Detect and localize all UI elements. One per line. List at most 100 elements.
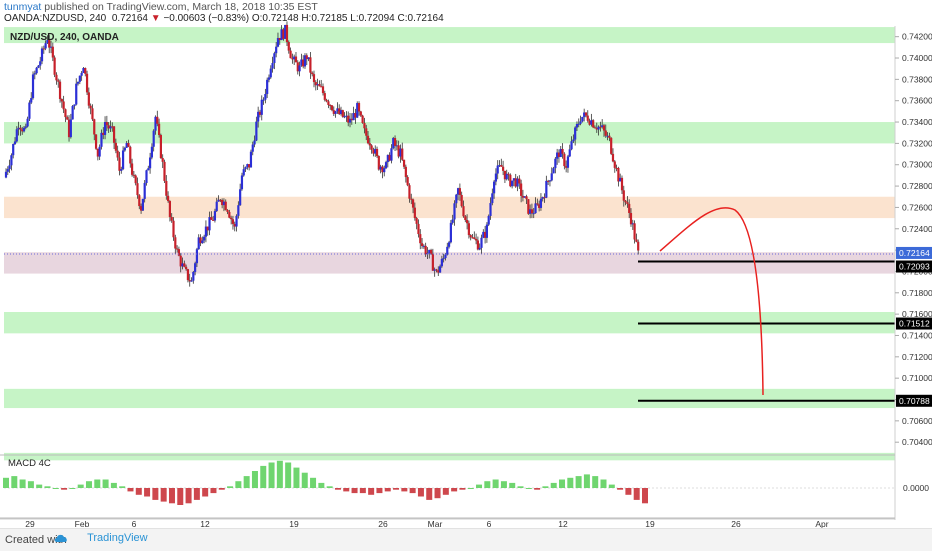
candle-body <box>82 68 85 73</box>
candle-body <box>203 236 206 241</box>
candle <box>305 53 308 65</box>
candle <box>58 79 62 103</box>
candle-body <box>107 125 110 129</box>
candle <box>111 122 114 132</box>
candle-body <box>563 153 566 167</box>
candle-body <box>525 196 528 200</box>
footer: Created with TradingView <box>0 528 932 551</box>
cloud-icon <box>54 534 67 543</box>
candle-body <box>120 169 123 171</box>
candle-body <box>622 190 625 201</box>
candle <box>635 233 638 243</box>
candle-body <box>174 237 177 249</box>
candle <box>366 131 370 145</box>
candle <box>114 138 117 154</box>
candle-body <box>78 75 81 82</box>
candle <box>356 101 359 118</box>
candle <box>46 35 49 45</box>
candle <box>213 208 217 223</box>
candle <box>253 135 256 148</box>
symbol: OANDA:NZDUSD, 240 <box>4 13 107 24</box>
candle-body <box>84 68 87 74</box>
macd-bar <box>52 488 59 489</box>
price-label: 0.71512 <box>899 319 930 329</box>
candle-body <box>361 115 364 124</box>
candle-body <box>520 183 523 196</box>
candle-body <box>577 123 580 125</box>
candle <box>453 200 456 226</box>
candle <box>181 257 184 270</box>
candle-body <box>28 102 31 119</box>
candle-body <box>456 188 460 195</box>
candle <box>76 81 80 86</box>
candle <box>435 268 438 273</box>
candle-body <box>588 120 591 125</box>
candle-body <box>419 234 422 244</box>
candle <box>611 148 615 163</box>
candle-body <box>388 154 391 161</box>
y-tick-label: 0.72600 <box>902 202 932 212</box>
y-tick-label: 0.71400 <box>902 330 932 340</box>
candle <box>460 191 463 208</box>
macd-bar <box>625 488 632 495</box>
candle-body <box>183 263 186 267</box>
candle-body <box>291 58 294 60</box>
candle <box>294 52 298 63</box>
candle <box>269 65 272 79</box>
price-axis: 0.74200 0.74000 0.73800 0.73600 0.73400 0.732… <box>894 26 932 520</box>
candle <box>85 70 89 96</box>
candle-body <box>599 126 602 128</box>
candle <box>374 145 377 157</box>
candle <box>419 229 422 250</box>
candle-body <box>31 74 35 99</box>
candle <box>123 146 126 152</box>
candle <box>325 98 328 103</box>
candle-body <box>383 168 386 173</box>
candle <box>276 32 280 48</box>
candle <box>103 116 107 140</box>
candle <box>239 183 242 206</box>
candle <box>28 100 31 122</box>
candle-body <box>210 217 213 220</box>
candle-body <box>176 248 179 250</box>
author-link[interactable]: tunmyat <box>4 1 42 13</box>
candle <box>530 203 534 219</box>
candle <box>138 194 141 210</box>
x-tick-label: 26 <box>378 519 388 529</box>
candle-body <box>631 223 634 225</box>
candle <box>428 249 431 259</box>
candle-body <box>590 120 593 125</box>
candle <box>541 196 544 202</box>
candle <box>26 116 29 128</box>
candle-body <box>433 269 436 271</box>
y-tick-label: 0.72800 <box>902 181 932 191</box>
candle-body <box>318 84 321 87</box>
candle <box>420 237 424 249</box>
candle-body <box>325 99 328 102</box>
candle <box>37 65 40 69</box>
candle <box>93 118 96 141</box>
candle-body <box>275 46 278 54</box>
tradingview-logo[interactable]: TradingView <box>54 532 148 544</box>
candle <box>489 197 492 220</box>
candle-body <box>298 65 301 72</box>
candle <box>307 57 310 62</box>
publish-info: published on TradingView.com, March 18, … <box>44 1 318 13</box>
candle <box>60 98 63 108</box>
candle-body <box>626 202 629 204</box>
candle <box>125 141 128 148</box>
y-tick-label: 0.74200 <box>902 32 932 42</box>
candle <box>393 135 397 152</box>
candle <box>330 104 334 112</box>
candle-body <box>507 173 510 175</box>
candle <box>348 113 352 128</box>
candle-body <box>444 254 447 259</box>
macd-bar <box>11 476 18 488</box>
candle-body <box>71 106 74 120</box>
chart-header: tunmyat published on TradingView.com, Ma… <box>0 0 932 26</box>
candle <box>314 80 317 91</box>
candle-body <box>377 156 380 170</box>
candle-body <box>39 61 42 66</box>
candle-body <box>397 145 400 157</box>
